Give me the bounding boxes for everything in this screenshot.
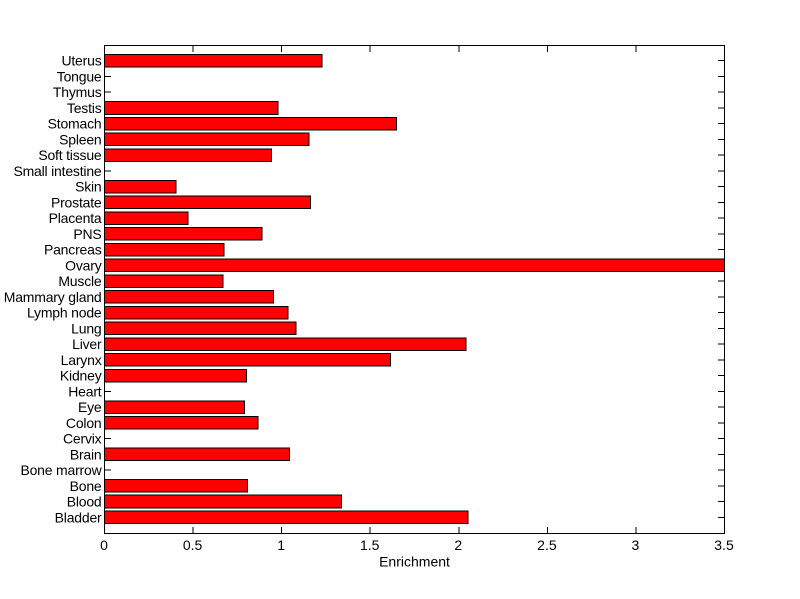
svg-text:Soft tissue: Soft tissue [38,147,102,163]
svg-text:Lung: Lung [71,320,101,336]
svg-text:Cervix: Cervix [63,431,102,447]
svg-text:Skin: Skin [75,179,101,195]
svg-text:1.5: 1.5 [360,537,380,553]
svg-text:Thymus: Thymus [53,84,102,100]
svg-text:Enrichment: Enrichment [379,554,450,570]
svg-text:0.5: 0.5 [183,537,203,553]
svg-text:Bladder: Bladder [55,509,102,525]
svg-text:PNS: PNS [73,226,101,242]
svg-text:Uterus: Uterus [61,53,101,69]
svg-text:Testis: Testis [67,100,102,116]
svg-text:Bone marrow: Bone marrow [20,462,102,478]
svg-text:Pancreas: Pancreas [44,242,102,258]
svg-text:Lymph node: Lymph node [27,305,102,321]
svg-text:Kidney: Kidney [60,368,102,384]
svg-text:Heart: Heart [68,383,102,399]
svg-text:Small intestine: Small intestine [13,163,101,179]
svg-text:Colon: Colon [66,415,102,431]
svg-text:Blood: Blood [67,494,102,510]
svg-text:1: 1 [277,537,285,553]
svg-text:Liver: Liver [72,336,102,352]
svg-text:3: 3 [632,537,640,553]
svg-text:Tongue: Tongue [57,68,102,84]
svg-text:Stomach: Stomach [48,116,102,132]
svg-text:2.5: 2.5 [537,537,557,553]
svg-text:0: 0 [100,537,108,553]
svg-text:Bone: Bone [70,478,102,494]
svg-text:Prostate: Prostate [51,194,102,210]
svg-text:2: 2 [454,537,462,553]
svg-text:Placenta: Placenta [49,210,102,226]
svg-text:Larynx: Larynx [61,352,102,368]
svg-text:Brain: Brain [70,446,102,462]
svg-text:Spleen: Spleen [59,131,101,147]
svg-text:3.5: 3.5 [714,537,734,553]
svg-text:Eye: Eye [78,399,102,415]
svg-text:Ovary: Ovary [65,257,102,273]
svg-text:Mammary gland: Mammary gland [4,289,102,305]
svg-text:Muscle: Muscle [58,273,102,289]
